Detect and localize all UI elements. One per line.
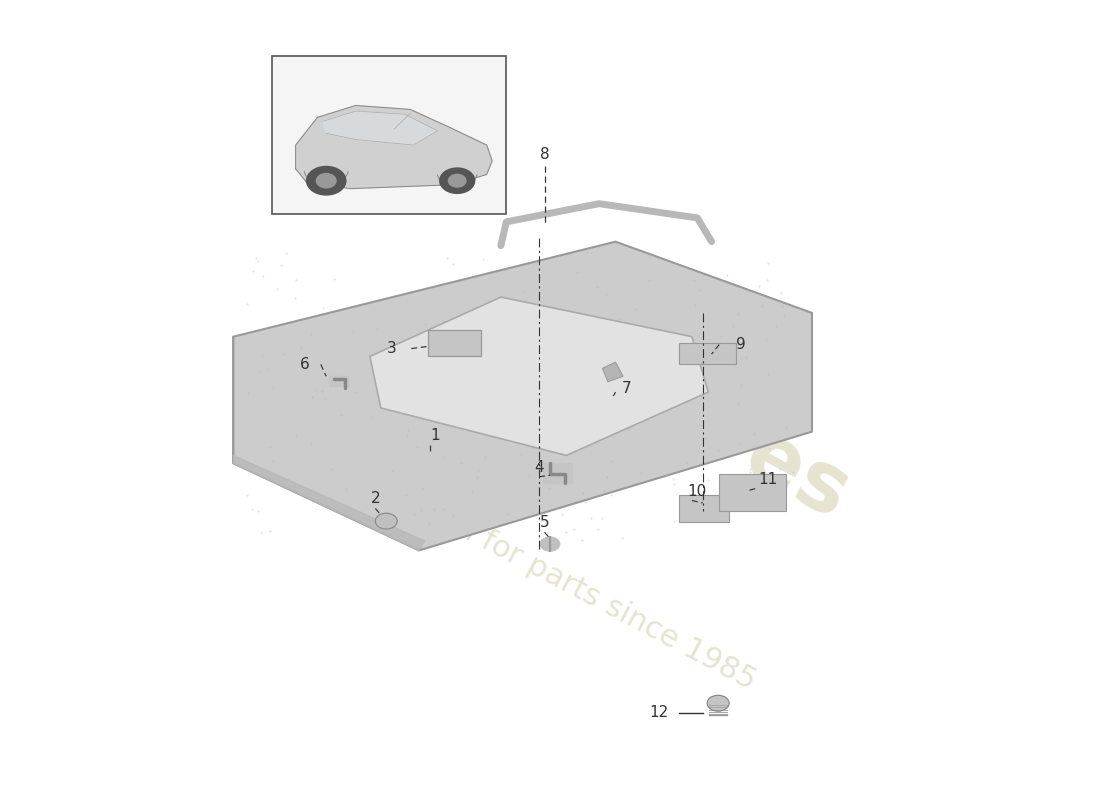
- Text: 3: 3: [387, 341, 397, 356]
- Text: euro  res: euro res: [454, 266, 864, 534]
- Text: 9: 9: [736, 337, 746, 352]
- Polygon shape: [233, 455, 425, 550]
- FancyBboxPatch shape: [428, 330, 481, 356]
- Text: 12: 12: [649, 706, 669, 720]
- Circle shape: [440, 168, 475, 194]
- Text: a passion for parts since 1985: a passion for parts since 1985: [340, 453, 760, 695]
- Circle shape: [307, 166, 345, 195]
- Circle shape: [707, 695, 729, 711]
- Bar: [272, 56, 506, 214]
- Polygon shape: [370, 297, 708, 455]
- Polygon shape: [323, 111, 438, 145]
- Polygon shape: [330, 376, 348, 386]
- Text: 5: 5: [540, 515, 549, 530]
- Text: 2: 2: [371, 491, 381, 506]
- Text: 8: 8: [540, 147, 549, 162]
- Text: 10: 10: [688, 483, 707, 498]
- Text: 1: 1: [430, 428, 440, 443]
- Polygon shape: [233, 242, 812, 550]
- Text: 4: 4: [535, 460, 543, 474]
- Circle shape: [449, 174, 466, 187]
- FancyBboxPatch shape: [719, 474, 785, 511]
- Circle shape: [375, 514, 397, 529]
- Polygon shape: [543, 463, 572, 483]
- Text: 11: 11: [759, 472, 778, 486]
- Circle shape: [317, 174, 336, 188]
- Circle shape: [540, 537, 560, 551]
- FancyBboxPatch shape: [679, 495, 729, 522]
- Text: 7: 7: [621, 381, 631, 396]
- FancyBboxPatch shape: [679, 343, 736, 363]
- Polygon shape: [296, 106, 492, 189]
- Text: 6: 6: [299, 357, 309, 372]
- Polygon shape: [603, 362, 623, 382]
